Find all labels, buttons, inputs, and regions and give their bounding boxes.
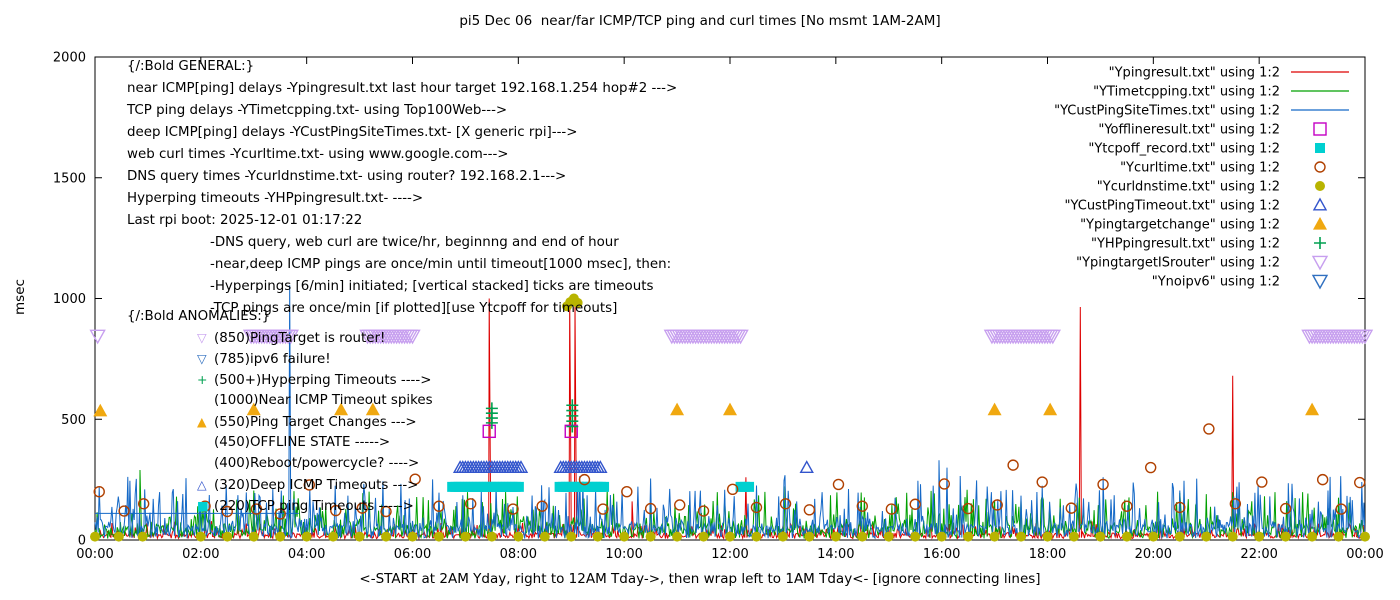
legend-label: "Ycurldnstime.txt" using 1:2 — [1097, 180, 1280, 195]
y-tick-label: 500 — [61, 413, 86, 428]
series-YpingtargetISrouter — [89, 329, 1374, 345]
legend-label: "Ynoipv6" using 1:2 — [1152, 275, 1280, 290]
legend-item-Ytcpoff_record: "Ytcpoff_record.txt" using 1:2 — [1088, 142, 1325, 157]
series-Ypingtargetchange — [93, 402, 1320, 417]
y-axis-ticks: 0 500 1000 1500 2000 — [53, 51, 1365, 549]
legend-label: "Ypingresult.txt" using 1:2 — [1109, 66, 1280, 81]
y-tick-label: 1000 — [53, 292, 86, 307]
legend-label: "YpingtargetISrouter" using 1:2 — [1076, 256, 1280, 271]
legend-label: "YTimetcpping.txt" using 1:2 — [1093, 85, 1280, 100]
y-tick-label: 2000 — [53, 51, 86, 66]
legend-item-YpingtargetISrouter: "YpingtargetISrouter" using 1:2 — [1076, 256, 1329, 271]
series-YCustPingTimeout — [452, 460, 814, 474]
x-tick-label: 00:00 — [76, 547, 113, 562]
x-tick-label: 22:00 — [1240, 547, 1277, 562]
series-Ycurldnstime — [90, 293, 1370, 542]
x-tick-label: 04:00 — [288, 547, 325, 562]
x-tick-label: 10:00 — [605, 547, 642, 562]
x-tick-label: 18:00 — [1029, 547, 1066, 562]
legend-item-Ypingresult: "Ypingresult.txt" using 1:2 — [1109, 66, 1349, 81]
legend-item-Ycurltime: "Ycurltime.txt" using 1:2 — [1120, 161, 1326, 176]
legend-item-Ypingtargetchange: "Ypingtargetchange" using 1:2 — [1080, 217, 1327, 233]
x-tick-label: 06:00 — [394, 547, 431, 562]
legend-label: "YHPpingresult.txt" using 1:2 — [1091, 237, 1280, 252]
x-tick-label: 20:00 — [1135, 547, 1172, 562]
x-axis-ticks: 00:00 02:00 04:00 06:00 08:00 10:00 12:00 14:00… — [76, 57, 1384, 562]
legend-label: "Ytcpoff_record.txt" using 1:2 — [1088, 142, 1280, 157]
series-Ycurltime — [93, 423, 1366, 520]
legend-label: "Yofflineresult.txt" using 1:2 — [1098, 123, 1280, 138]
legend-item-YTimetcpping: "YTimetcpping.txt" using 1:2 — [1093, 85, 1349, 100]
legend-label: "YCustPingTimeout.txt" using 1:2 — [1065, 199, 1280, 214]
series-YHPpingresult — [485, 399, 579, 433]
x-tick-label: 12:00 — [711, 547, 748, 562]
line-YCustPingSiteTimes — [94, 285, 1366, 540]
legend-label: "YCustPingSiteTimes.txt" using 1:2 — [1054, 104, 1280, 119]
x-tick-label: 08:00 — [500, 547, 537, 562]
x-axis-label: <-START at 2AM Yday, right to 12AM Tday-… — [359, 571, 1041, 587]
legend-label: "Ycurltime.txt" using 1:2 — [1120, 161, 1280, 176]
y-tick-label: 0 — [78, 534, 86, 549]
x-tick-label: 16:00 — [923, 547, 960, 562]
legend-item-Ynoipv6: "Ynoipv6" using 1:2 — [1152, 275, 1329, 290]
x-tick-label: 14:00 — [817, 547, 854, 562]
legend-item-Yofflineresult: "Yofflineresult.txt" using 1:2 — [1098, 122, 1327, 138]
legend-item-YCustPingSiteTimes: "YCustPingSiteTimes.txt" using 1:2 — [1054, 104, 1349, 119]
chart-title: pi5 Dec 06 near/far ICMP/TCP ping and cu… — [459, 13, 941, 29]
x-tick-label: 00:00 — [1346, 547, 1383, 562]
y-tick-label: 1500 — [53, 171, 86, 186]
series-Yofflineresult — [482, 424, 578, 439]
legend-item-YCustPingTimeout: "YCustPingTimeout.txt" using 1:2 — [1065, 197, 1328, 214]
legend-item-Ycurldnstime: "Ycurldnstime.txt" using 1:2 — [1097, 180, 1325, 195]
x-tick-label: 02:00 — [182, 547, 219, 562]
legend-label: "Ypingtargetchange" using 1:2 — [1080, 218, 1280, 233]
legend: "Ypingresult.txt" using 1:2 "YTimetcpping… — [1054, 66, 1349, 290]
legend-item-YHPpingresult: "YHPpingresult.txt" using 1:2 — [1091, 237, 1326, 252]
series-Ytcpoff_record — [447, 481, 755, 492]
